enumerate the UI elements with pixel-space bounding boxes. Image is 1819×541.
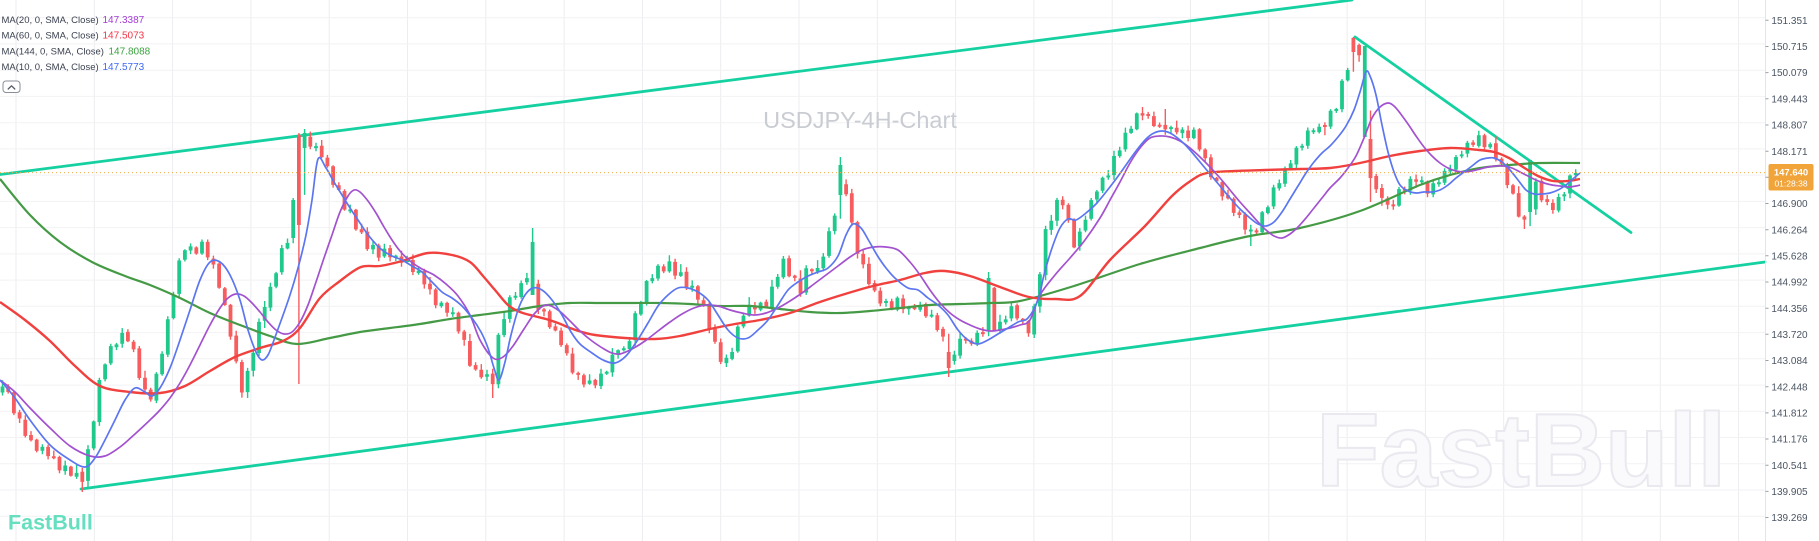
svg-text:147.8088: 147.8088 xyxy=(109,46,151,57)
svg-text:MA(60, 0, SMA, Close): MA(60, 0, SMA, Close) xyxy=(2,31,99,42)
svg-text:147.5773: 147.5773 xyxy=(103,62,145,73)
svg-text:MA(20, 0, SMA, Close): MA(20, 0, SMA, Close) xyxy=(2,15,99,26)
svg-text:144.356: 144.356 xyxy=(1771,304,1808,315)
svg-text:139.269: 139.269 xyxy=(1771,513,1808,524)
svg-text:148.807: 148.807 xyxy=(1771,121,1808,132)
svg-text:143.720: 143.720 xyxy=(1771,330,1808,341)
svg-text:146.264: 146.264 xyxy=(1771,225,1808,236)
svg-text:147.640: 147.640 xyxy=(1774,167,1808,178)
svg-text:142.448: 142.448 xyxy=(1771,382,1808,393)
svg-text:148.171: 148.171 xyxy=(1771,147,1808,158)
svg-text:FastBull: FastBull xyxy=(1316,393,1726,509)
svg-text:150.715: 150.715 xyxy=(1771,42,1808,53)
svg-text:141.176: 141.176 xyxy=(1771,435,1808,446)
svg-text:145.628: 145.628 xyxy=(1771,251,1808,262)
svg-text:USDJPY-4H-Chart: USDJPY-4H-Chart xyxy=(763,107,957,133)
svg-text:151.351: 151.351 xyxy=(1771,16,1808,27)
svg-text:MA(144, 0, SMA, Close): MA(144, 0, SMA, Close) xyxy=(2,46,104,57)
svg-text:146.900: 146.900 xyxy=(1771,199,1808,210)
svg-text:144.992: 144.992 xyxy=(1771,278,1808,289)
svg-text:147.3387: 147.3387 xyxy=(103,15,145,26)
svg-text:139.905: 139.905 xyxy=(1771,487,1808,498)
svg-text:147.5073: 147.5073 xyxy=(103,31,145,42)
svg-text:01:28:38: 01:28:38 xyxy=(1774,178,1807,188)
svg-text:150.079: 150.079 xyxy=(1771,68,1808,79)
svg-text:141.812: 141.812 xyxy=(1771,409,1808,420)
svg-text:143.084: 143.084 xyxy=(1771,356,1808,367)
svg-text:FastBull: FastBull xyxy=(8,511,93,535)
svg-text:140.541: 140.541 xyxy=(1771,461,1808,472)
svg-text:MA(10, 0, SMA, Close): MA(10, 0, SMA, Close) xyxy=(2,62,99,73)
svg-text:149.443: 149.443 xyxy=(1771,94,1808,105)
